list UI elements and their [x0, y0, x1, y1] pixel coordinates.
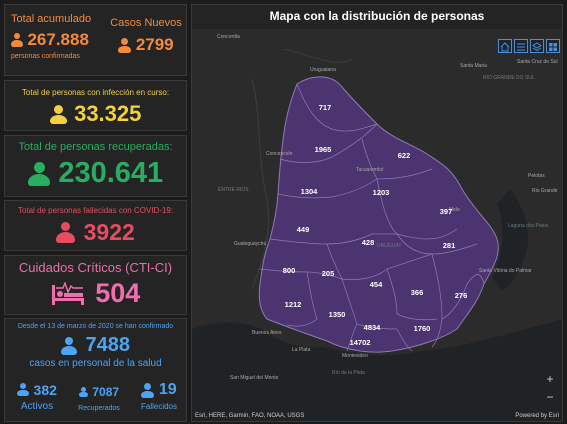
department-labels: 717 1965 622 1304 1203 397 449 428 281 800 205 454 3…	[283, 103, 468, 347]
place-label-uruguay: URUGUAY	[377, 243, 402, 249]
recovered-card: Total de personas recuperadas: 230.641	[4, 135, 187, 197]
total-cases-value: 267.888	[27, 30, 89, 49]
place-label-buenos-aires: Buenos Aires	[252, 330, 282, 336]
place-label-santa-maria: Santa Maria	[460, 63, 487, 69]
department-value-lavalleja[interactable]: 366	[411, 288, 424, 297]
zoom-in-button[interactable]: +	[546, 372, 554, 386]
person-icon	[78, 386, 88, 397]
department-value-maldonado[interactable]: 1760	[414, 324, 431, 333]
person-icon	[118, 37, 132, 53]
place-label-tacuarembo: Tacuarembó	[356, 167, 384, 173]
person-icon	[17, 383, 30, 397]
person-icon	[61, 336, 78, 355]
department-value-artigas[interactable]: 717	[319, 103, 332, 112]
department-value-san-jos-[interactable]: 1350	[329, 310, 346, 319]
health-recovered-label: Recuperados	[78, 405, 120, 412]
department-value-rivera[interactable]: 622	[398, 151, 411, 160]
person-icon	[49, 104, 67, 124]
attribution-text: Esri, HERE, Garmin, FAO, NOAA, USGS	[195, 413, 305, 419]
department-value-colonia[interactable]: 1212	[285, 300, 302, 309]
department-value-montevideo[interactable]: 14702	[350, 338, 371, 347]
department-value-canelones[interactable]: 4834	[364, 323, 382, 332]
person-icon	[11, 33, 23, 47]
health-deaths-value: 19	[158, 381, 177, 398]
place-label-gualeguaychu: Gualeguaychú	[234, 241, 266, 247]
department-value-paysand-[interactable]: 1304	[301, 187, 319, 196]
home-icon[interactable]	[498, 39, 512, 53]
place-label-la-plata: La Plata	[292, 347, 311, 353]
department-value-cerro-largo[interactable]: 397	[440, 207, 453, 216]
health-active-value: 382	[33, 381, 57, 398]
place-label-rio-de-la-plata: Río de la Plata	[332, 370, 365, 376]
new-cases-value: 2799	[135, 35, 174, 54]
place-label-laguna: Laguna dos Patos	[508, 223, 549, 229]
map-panel: Mapa con la distribución de personas	[191, 4, 563, 422]
place-label-montevideo: Montevideo	[342, 353, 368, 359]
icu-card: Cuidados Críticos (CTI-CI) 504	[4, 255, 187, 315]
place-label-entre-rios: ENTRE RÍOS	[218, 186, 249, 193]
health-active-label: Activos	[20, 401, 54, 412]
health-workers-card: Desde el 13 de marzo de 2020 se han conf…	[4, 318, 187, 422]
place-label-santa-vitoria: Santa Vitória do Palmar	[479, 268, 532, 274]
list-icon[interactable]	[514, 39, 528, 53]
person-icon	[141, 382, 155, 398]
department-value-florida[interactable]: 454	[370, 280, 383, 289]
hospital-bed-icon	[51, 280, 84, 305]
department-value-treinta-y-tres[interactable]: 281	[443, 241, 456, 250]
place-label-concepcion: Concepción	[266, 151, 293, 157]
active-cases-label: Total de personas con infección en curso…	[21, 88, 170, 97]
recovered-value: 230.641	[58, 157, 164, 189]
health-recovered-value: 7087	[92, 384, 120, 399]
place-label-concordia: Concordia	[217, 34, 240, 40]
map-title: Mapa con la distribución de personas	[192, 5, 562, 29]
active-cases-value: 33.325	[74, 101, 142, 126]
total-cases-sub: personas confirmadas	[11, 53, 80, 60]
uruguay-map[interactable]: Concordia Uruguaiana Santa Maria Santa C…	[192, 29, 563, 422]
person-icon	[56, 222, 76, 243]
health-since-label: Desde el 13 de marzo de 2020 se han conf…	[17, 323, 174, 330]
department-value-durazno[interactable]: 428	[362, 238, 375, 247]
department-value-tacuaremb-[interactable]: 1203	[373, 188, 390, 197]
zoom-out-button[interactable]: −	[546, 390, 554, 404]
place-label-pelotas: Pelotas	[528, 173, 545, 179]
total-cases-card: Total acumulado 267.888 personas confirm…	[4, 4, 187, 76]
deaths-value: 3922	[83, 219, 135, 245]
place-label-rio-grande: Rio Grande	[532, 188, 558, 194]
total-cases-label: Total acumulado	[11, 13, 92, 25]
department-value-flores[interactable]: 205	[322, 269, 335, 278]
deaths-label: Total de personas fallecidas con COVID-1…	[17, 206, 174, 215]
recovered-label: Total de personas recuperadas:	[18, 141, 173, 153]
department-value-r-o-negro[interactable]: 449	[297, 225, 310, 234]
place-label-melo: Melo	[449, 207, 460, 213]
layers-icon[interactable]	[530, 39, 544, 53]
map-view[interactable]: Concordia Uruguaiana Santa Maria Santa C…	[192, 29, 563, 422]
active-cases-card: Total de personas con infección en curso…	[4, 80, 187, 131]
place-label-san-miguel: San Miguel del Monte	[230, 375, 279, 381]
place-label-uruguaiana: Uruguaiana	[310, 67, 336, 73]
icu-label: Cuidados Críticos (CTI-CI)	[18, 260, 173, 275]
place-label-santa-cruz: Santa Cruz do Sul	[517, 59, 558, 65]
new-cases-label: Casos Nuevos	[110, 17, 182, 29]
basemap-icon[interactable]	[546, 39, 560, 53]
department-value-salto[interactable]: 1965	[315, 145, 332, 154]
map-attribution: Esri, HERE, Garmin, FAO, NOAA, USGS Powe…	[191, 412, 563, 422]
health-workers-value: 7488	[85, 334, 130, 356]
department-value-soriano[interactable]: 800	[283, 266, 296, 275]
powered-by-text: Powered by Esri	[515, 413, 559, 419]
department-value-rocha[interactable]: 276	[455, 291, 468, 300]
person-icon	[27, 161, 50, 186]
deaths-card: Total de personas fallecidas con COVID-1…	[4, 200, 187, 251]
health-deaths-label: Fallecidos	[140, 402, 177, 412]
health-workers-label: casos en personal de la salud	[29, 358, 162, 369]
place-label-rio-grande-sul: RIO GRANDE DO SUL	[483, 75, 535, 81]
icu-value: 504	[95, 278, 141, 308]
